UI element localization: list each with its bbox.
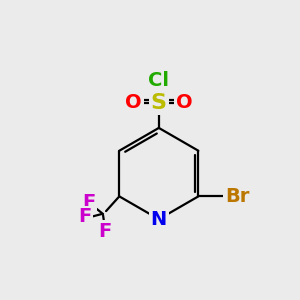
Text: F: F (82, 193, 95, 212)
Text: F: F (98, 222, 111, 241)
Text: Br: Br (225, 187, 249, 206)
Text: O: O (176, 93, 192, 112)
Text: S: S (151, 93, 167, 113)
Text: F: F (78, 208, 91, 226)
Text: Cl: Cl (148, 71, 169, 90)
Text: O: O (125, 93, 142, 112)
Text: N: N (151, 210, 167, 229)
